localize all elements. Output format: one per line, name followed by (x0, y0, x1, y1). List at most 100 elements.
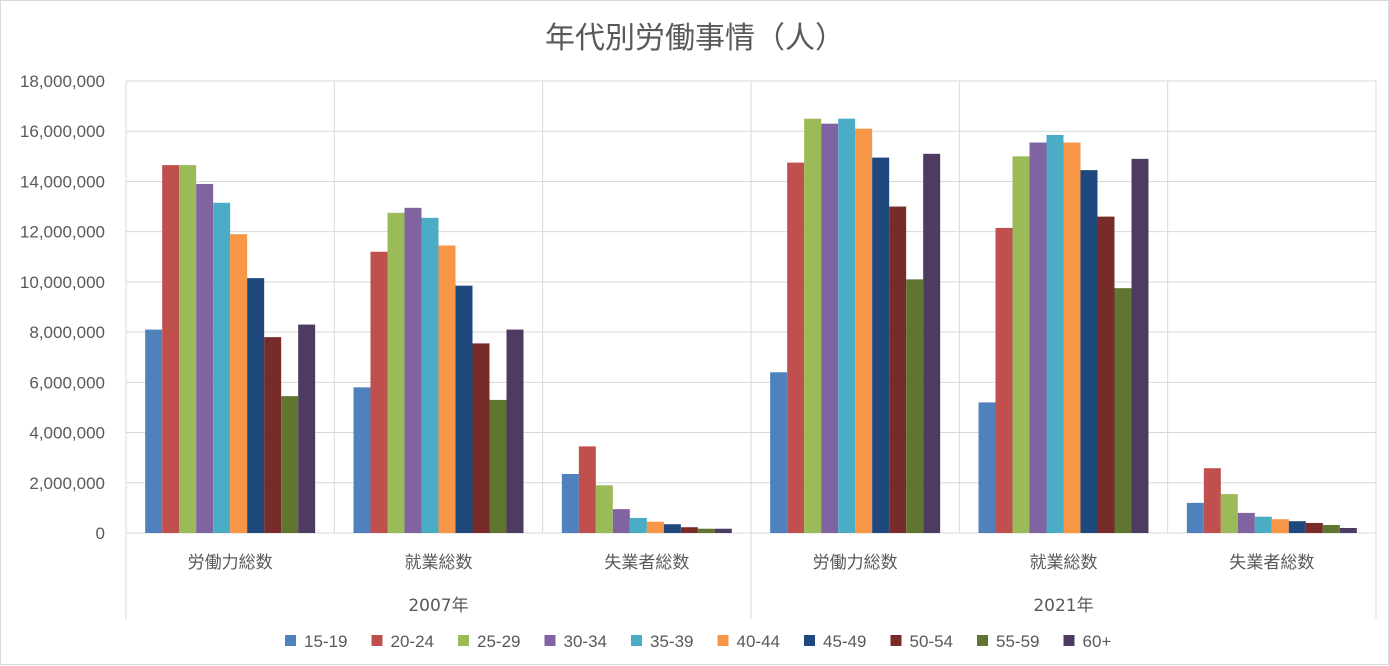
bar-40-44-4 (1063, 142, 1081, 533)
bar-35-39-0 (213, 202, 231, 534)
bar-40-44-2 (646, 521, 664, 533)
legend-swatch (804, 635, 815, 646)
bar-30-34-2 (612, 509, 630, 533)
bar-55-59-3 (906, 279, 924, 533)
legend-label: 25-29 (477, 632, 520, 651)
bar-60+-0 (298, 324, 316, 533)
category-label: 失業者総数 (1229, 553, 1314, 573)
bar-50-54-4 (1097, 216, 1115, 533)
legend-label: 15-19 (304, 632, 347, 651)
bar-50-54-5 (1305, 522, 1323, 533)
legend-label: 35-39 (650, 632, 693, 651)
legend-label: 45-49 (823, 632, 866, 651)
legend-item-25-29: 25-29 (458, 632, 520, 651)
legend-swatch (890, 635, 902, 646)
legend-swatch (371, 635, 383, 646)
bar-60+-2 (714, 528, 732, 533)
category-label: 就業総数 (1030, 553, 1098, 573)
bar-45-49-4 (1080, 170, 1098, 533)
legend-label: 55-59 (996, 632, 1039, 651)
bar-45-49-1 (455, 285, 473, 533)
legend-item-60+: 60+ (1063, 632, 1112, 651)
legend-label: 40-44 (737, 632, 780, 651)
y-tick-label: 10,000,000 (20, 273, 105, 292)
bar-15-19-0 (145, 329, 163, 533)
legend-swatch (285, 635, 296, 646)
y-tick-label: 12,000,000 (20, 223, 105, 242)
y-tick-label: 18,000,000 (20, 72, 105, 91)
bar-20-24-3 (787, 162, 805, 533)
bar-25-29-5 (1220, 494, 1238, 533)
bar-15-19-3 (770, 372, 788, 533)
bar-30-34-5 (1237, 512, 1255, 533)
bar-45-49-0 (247, 278, 265, 533)
legend: 15-19 20-24 25-29 30-34 35-39 40-44 45-49 50-54… (285, 632, 1111, 651)
bar-25-29-3 (804, 118, 822, 534)
category-label: 失業者総数 (604, 553, 689, 573)
gridlines (125, 80, 1377, 533)
bar-60+-4 (1131, 158, 1149, 533)
bar-25-29-1 (387, 212, 405, 534)
bar-45-49-5 (1288, 521, 1306, 533)
legend-item-20-24: 20-24 (371, 632, 434, 651)
legend-label: 30-34 (564, 632, 607, 651)
bar-15-19-2 (561, 473, 579, 533)
legend-item-40-44: 40-44 (717, 632, 780, 651)
bar-50-54-2 (680, 527, 698, 533)
category-label: 労働力総数 (813, 553, 898, 573)
legend-label: 60+ (1083, 632, 1112, 651)
bar-20-24-0 (162, 165, 180, 533)
category-label: 就業総数 (405, 553, 473, 573)
axes (125, 532, 1377, 619)
bar-60+-3 (923, 153, 941, 534)
group-label: 2021年 (1033, 596, 1093, 616)
bar-50-54-1 (472, 343, 490, 533)
legend-item-30-34: 30-34 (544, 632, 607, 651)
bar-50-54-0 (264, 337, 282, 533)
legend-item-35-39: 35-39 (631, 632, 693, 651)
bar-45-49-2 (663, 524, 681, 533)
bar-15-19-1 (353, 387, 371, 533)
bar-55-59-1 (489, 399, 507, 533)
bar-25-29-4 (1012, 156, 1030, 534)
bar-25-29-2 (595, 485, 613, 533)
axis-labels: 0 2,000,000 4,000,000 6,000,000 8,000,000 10,… (20, 72, 1314, 616)
bar-40-44-1 (438, 245, 456, 533)
bar-60+-1 (506, 329, 524, 533)
legend-label: 50-54 (910, 632, 953, 651)
legend-swatch (717, 635, 729, 646)
bar-55-59-2 (697, 528, 715, 533)
bar-35-39-1 (421, 217, 439, 533)
group-label: 2007年 (408, 596, 468, 616)
y-tick-label: 16,000,000 (20, 122, 105, 141)
legend-swatch (458, 635, 469, 646)
y-tick-label: 4,000,000 (29, 424, 105, 443)
bar-30-34-4 (1029, 142, 1047, 533)
bars (145, 118, 1357, 534)
y-tick-label: 2,000,000 (29, 474, 105, 493)
bar-40-44-5 (1271, 519, 1289, 533)
bar-25-29-0 (179, 165, 197, 533)
legend-swatch (544, 635, 556, 646)
bar-55-59-0 (281, 396, 299, 533)
bar-40-44-3 (855, 128, 873, 533)
bar-45-49-3 (872, 157, 890, 534)
y-tick-label: 14,000,000 (20, 172, 105, 191)
y-tick-label: 8,000,000 (29, 323, 105, 342)
legend-swatch (1063, 635, 1075, 646)
bar-15-19-5 (1186, 502, 1204, 533)
bar-35-39-3 (838, 118, 856, 534)
bar-30-34-0 (196, 183, 214, 533)
bar-30-34-1 (404, 207, 422, 534)
legend-item-15-19: 15-19 (285, 632, 347, 651)
bar-15-19-4 (978, 402, 996, 533)
legend-swatch (977, 635, 988, 646)
bar-55-59-5 (1322, 524, 1340, 533)
bar-35-39-5 (1254, 516, 1272, 533)
y-tick-label: 0 (96, 524, 105, 543)
bar-60+-5 (1339, 527, 1357, 533)
legend-item-45-49: 45-49 (804, 632, 866, 651)
y-tick-label: 6,000,000 (29, 373, 105, 392)
